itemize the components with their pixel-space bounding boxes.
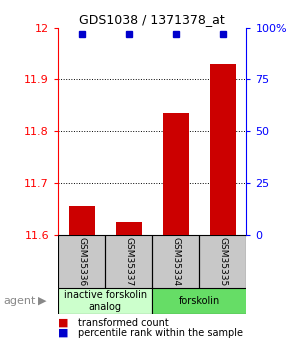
Text: ■: ■ xyxy=(58,318,68,327)
Bar xyxy=(58,288,152,314)
Text: GSM35337: GSM35337 xyxy=(124,237,133,286)
Bar xyxy=(69,206,95,235)
Bar xyxy=(152,288,246,314)
Text: agent: agent xyxy=(3,296,35,306)
Text: ▶: ▶ xyxy=(38,296,46,306)
Text: GSM35334: GSM35334 xyxy=(171,237,180,286)
Bar xyxy=(210,64,236,235)
Bar xyxy=(163,113,189,235)
Text: GSM35335: GSM35335 xyxy=(218,237,227,286)
Text: GSM35336: GSM35336 xyxy=(77,237,86,286)
Bar xyxy=(105,235,152,288)
Text: inactive forskolin
analog: inactive forskolin analog xyxy=(64,290,147,312)
Bar xyxy=(116,222,142,235)
Text: forskolin: forskolin xyxy=(179,296,220,306)
Bar xyxy=(58,235,105,288)
Text: percentile rank within the sample: percentile rank within the sample xyxy=(78,328,243,338)
Bar xyxy=(152,235,200,288)
Bar xyxy=(200,235,246,288)
Text: transformed count: transformed count xyxy=(78,318,169,327)
Text: ■: ■ xyxy=(58,328,68,338)
Title: GDS1038 / 1371378_at: GDS1038 / 1371378_at xyxy=(79,13,225,27)
